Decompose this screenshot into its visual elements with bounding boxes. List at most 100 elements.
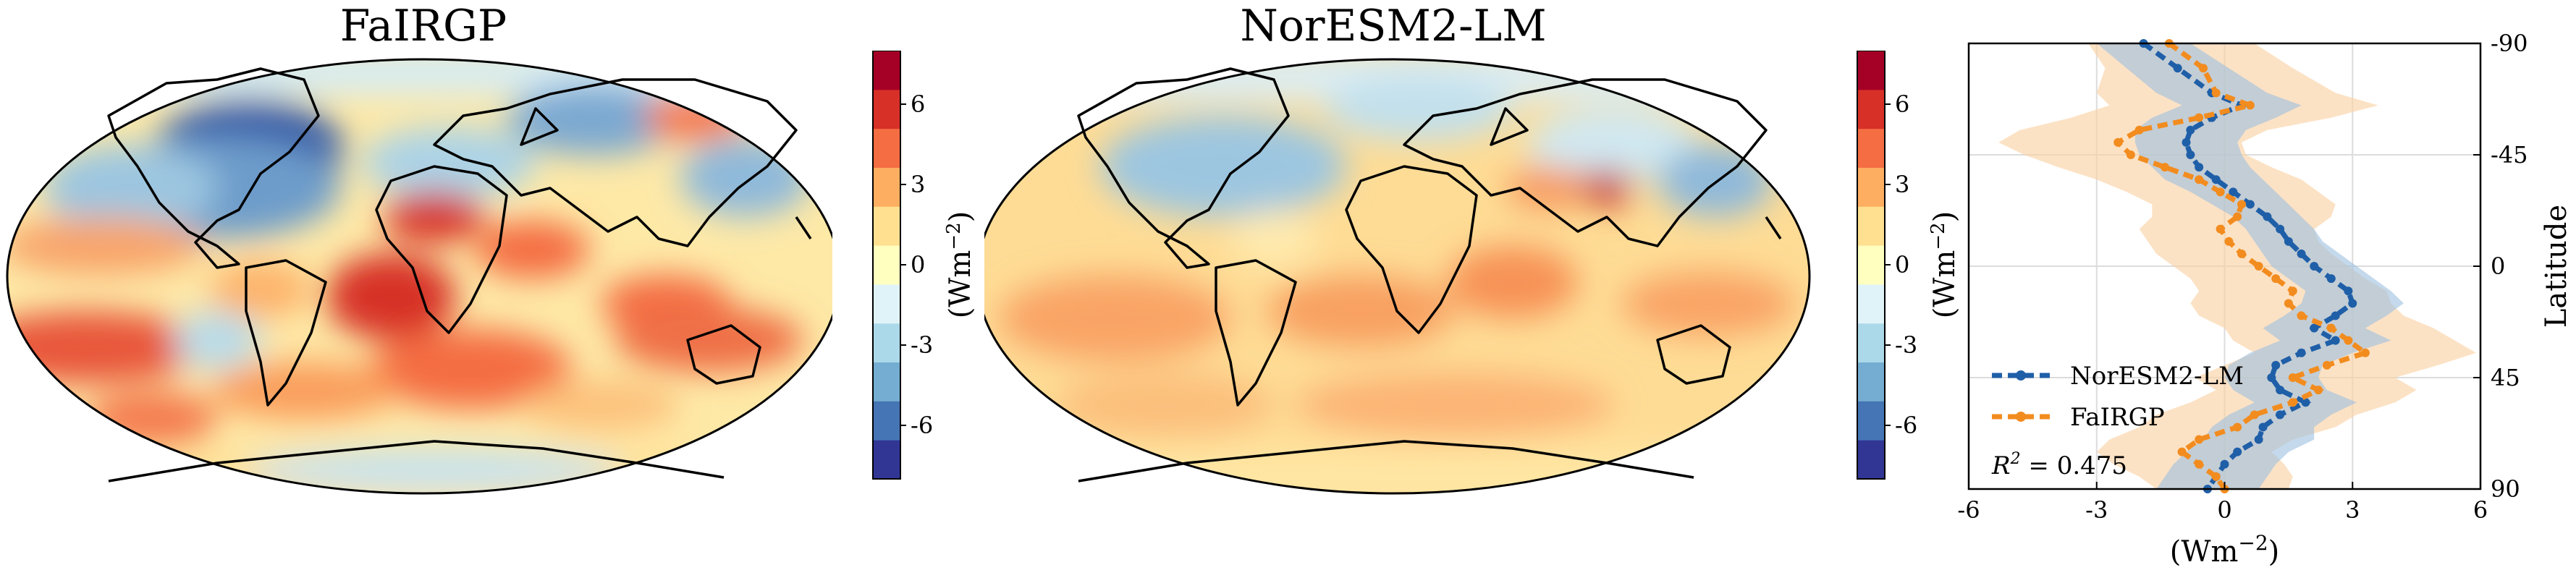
- colorbar-segment: [873, 440, 900, 480]
- y-axis-label: Latitude: [2540, 205, 2573, 328]
- colorbar-segment: [873, 167, 900, 207]
- profile-bands: [1998, 43, 2477, 489]
- data-point: [2314, 386, 2323, 395]
- profile-svg: -6 -3 0 3 690 45 0 -45 -90 (Wm−2) Latitude NorESM2…: [1957, 30, 2573, 569]
- data-point: [2254, 262, 2263, 271]
- colorbar-segment: [873, 362, 900, 401]
- legend-marker-noresm: [2016, 370, 2026, 381]
- y-tick-label: -90: [2491, 30, 2528, 57]
- data-point: [2126, 150, 2135, 159]
- data-point: [2322, 360, 2331, 370]
- colorbar-segment: [1857, 401, 1885, 441]
- colorbar-segment: [873, 245, 900, 285]
- data-point: [2173, 64, 2182, 73]
- data-point: [2276, 410, 2285, 420]
- x-tick-label: 0: [2217, 496, 2231, 524]
- data-point: [2288, 398, 2297, 407]
- data-point: [2211, 472, 2221, 481]
- data-point: [2224, 237, 2234, 246]
- data-point: [2199, 64, 2208, 73]
- data-point: [2297, 348, 2306, 357]
- data-point: [2161, 163, 2170, 172]
- legend-label-noresm: NorESM2-LM: [2070, 362, 2244, 391]
- colorbar-right-svg: 6 3 0 -3 -6 (Wm−2): [1857, 50, 1961, 480]
- x-axis-label: (Wm−2): [2170, 531, 2280, 569]
- profile-panel: -6 -3 0 3 6 90 45 0 -45 -90 (Wm−2) Latitude NorESM2…: [1954, 0, 2576, 575]
- map-field: [984, 59, 1809, 493]
- colorbar-segment: [873, 128, 900, 168]
- profile-axes: -6 -3 0 3 690 45 0 -45 -90 (Wm−2) Latitude: [1957, 30, 2573, 569]
- data-point: [2195, 175, 2204, 184]
- colorbar-left: 6 3 0 -3 -6 (Wm−2): [867, 50, 983, 485]
- legend-label-fairgp: FaIRGP: [2070, 403, 2165, 432]
- map-fairgp-svg: FaIRGP: [6, 1, 841, 495]
- colorbar-segment: [873, 51, 900, 90]
- colorbar-tick-label: 3: [1895, 171, 1909, 198]
- data-point: [2348, 299, 2357, 308]
- data-point: [2195, 113, 2204, 122]
- data-point: [2326, 274, 2336, 284]
- data-point: [2254, 435, 2263, 444]
- data-point: [2195, 435, 2204, 444]
- data-point: [2331, 336, 2340, 345]
- colorbar-segment: [1857, 89, 1885, 129]
- data-point: [2267, 373, 2276, 382]
- data-point: [2216, 224, 2225, 234]
- data-point: [2195, 163, 2204, 172]
- colorbar-segment: [1857, 323, 1885, 363]
- data-point: [2216, 187, 2225, 197]
- data-point: [2276, 386, 2285, 395]
- colorbar-tick-label: -6: [911, 412, 933, 439]
- legend-marker-fairgp: [2016, 412, 2026, 422]
- data-point: [2276, 224, 2285, 234]
- data-point: [2284, 237, 2293, 246]
- map-title: FaIRGP: [340, 1, 507, 51]
- x-tick-label: 6: [2473, 496, 2488, 524]
- data-point: [2195, 459, 2204, 469]
- data-point: [2177, 447, 2187, 456]
- map-title: NorESM2-LM: [1240, 1, 1546, 51]
- data-point: [2245, 200, 2255, 209]
- data-point: [2233, 422, 2242, 432]
- x-tick-label: -6: [1957, 496, 1980, 524]
- y-tick-label: -45: [2491, 141, 2528, 169]
- data-point: [2263, 212, 2272, 221]
- map-panel-fairgp: FaIRGP: [0, 0, 841, 575]
- data-point: [2301, 398, 2310, 407]
- colorbar-segment: [1857, 245, 1885, 285]
- data-point: [2250, 410, 2259, 420]
- data-point: [2344, 336, 2353, 345]
- data-point: [2211, 175, 2221, 184]
- colorbar-label: (Wm−2): [1927, 211, 1961, 319]
- colorbar-tick-label: 0: [911, 251, 925, 279]
- colorbar-segment: [1857, 440, 1885, 480]
- data-point: [2271, 360, 2281, 370]
- data-point: [2344, 286, 2353, 296]
- data-point: [2310, 262, 2319, 271]
- data-point: [2186, 125, 2195, 135]
- map-panel-noresm: NorESM2-LM: [976, 0, 1817, 575]
- colorbar-label: (Wm−2): [943, 211, 977, 319]
- colorbar-tick-label: -3: [1895, 331, 1917, 359]
- colorbar-tick-label: 3: [911, 171, 925, 198]
- data-point: [2186, 150, 2195, 159]
- data-point: [2288, 373, 2297, 382]
- series-line-fairgp: [2113, 41, 2371, 490]
- colorbar-segment: [1857, 206, 1885, 246]
- data-point: [2182, 137, 2191, 147]
- coastlines: [107, 67, 812, 483]
- colorbar-segment: [873, 284, 900, 324]
- colorbar-segment: [873, 323, 900, 363]
- r2-annotation: R2 = 0.475: [1991, 450, 2127, 480]
- data-point: [2233, 212, 2242, 221]
- colorbar-segment: [1857, 167, 1885, 207]
- legend: NorESM2-LM FaIRGP: [1992, 362, 2244, 432]
- data-point: [2233, 447, 2242, 456]
- y-tick-label: 90: [2491, 475, 2520, 503]
- colorbar-segment: [873, 89, 900, 129]
- data-point: [2360, 348, 2370, 357]
- colorbar-tick-label: 0: [1895, 251, 1909, 279]
- data-point: [2288, 286, 2297, 296]
- data-point: [2271, 274, 2281, 284]
- y-tick-label: 45: [2491, 364, 2520, 391]
